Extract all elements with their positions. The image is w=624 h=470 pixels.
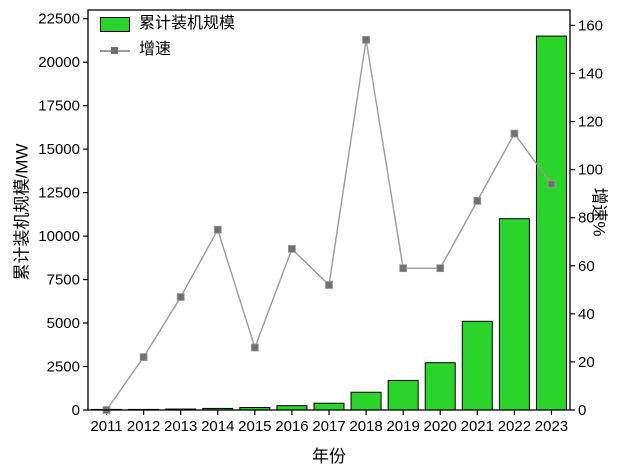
- left-axis-title: 累计装机规模/MW: [12, 143, 32, 281]
- legend-label-capacity: 累计装机规模: [139, 15, 236, 32]
- line-swatch-marker: [111, 46, 118, 54]
- line-swatch-icon: [100, 43, 130, 58]
- legend-label-growth: 增速: [139, 41, 172, 58]
- legend: 累计装机规模 增速: [100, 14, 235, 60]
- svg-text:10000: 10000: [38, 228, 80, 245]
- svg-text:40: 40: [578, 306, 595, 323]
- svg-text:2021: 2021: [461, 418, 494, 435]
- svg-text:60: 60: [578, 258, 595, 275]
- svg-text:2012: 2012: [127, 418, 160, 435]
- svg-text:2017: 2017: [312, 418, 345, 435]
- svg-text:0: 0: [578, 402, 586, 419]
- svg-text:0: 0: [72, 402, 80, 419]
- svg-text:2016: 2016: [275, 418, 308, 435]
- right-axis-title: 增速%: [589, 187, 609, 237]
- svg-text:2023: 2023: [535, 418, 568, 435]
- svg-text:22500: 22500: [38, 11, 80, 28]
- svg-text:2018: 2018: [349, 418, 382, 435]
- svg-text:2500: 2500: [47, 359, 80, 376]
- svg-text:7500: 7500: [47, 272, 80, 289]
- svg-text:80: 80: [578, 210, 595, 227]
- svg-text:17500: 17500: [38, 98, 80, 115]
- svg-text:2013: 2013: [164, 418, 197, 435]
- svg-text:20: 20: [578, 354, 595, 371]
- svg-text:100: 100: [578, 162, 603, 179]
- svg-text:2019: 2019: [386, 418, 419, 435]
- svg-text:2014: 2014: [201, 418, 234, 435]
- svg-text:2020: 2020: [424, 418, 457, 435]
- svg-text:2015: 2015: [238, 418, 271, 435]
- svg-text:2022: 2022: [498, 418, 531, 435]
- legend-item-growth: 增速: [100, 40, 235, 60]
- svg-text:15000: 15000: [38, 141, 80, 158]
- svg-text:160: 160: [578, 17, 603, 34]
- svg-text:12500: 12500: [38, 185, 80, 202]
- svg-text:2011: 2011: [90, 418, 122, 435]
- x-axis-title: 年份: [312, 447, 346, 466]
- bar-swatch-icon: [100, 16, 130, 32]
- svg-text:120: 120: [578, 114, 603, 131]
- svg-text:5000: 5000: [47, 315, 80, 332]
- svg-text:20000: 20000: [38, 54, 80, 71]
- legend-item-capacity: 累计装机规模: [100, 14, 235, 34]
- svg-text:140: 140: [578, 65, 603, 82]
